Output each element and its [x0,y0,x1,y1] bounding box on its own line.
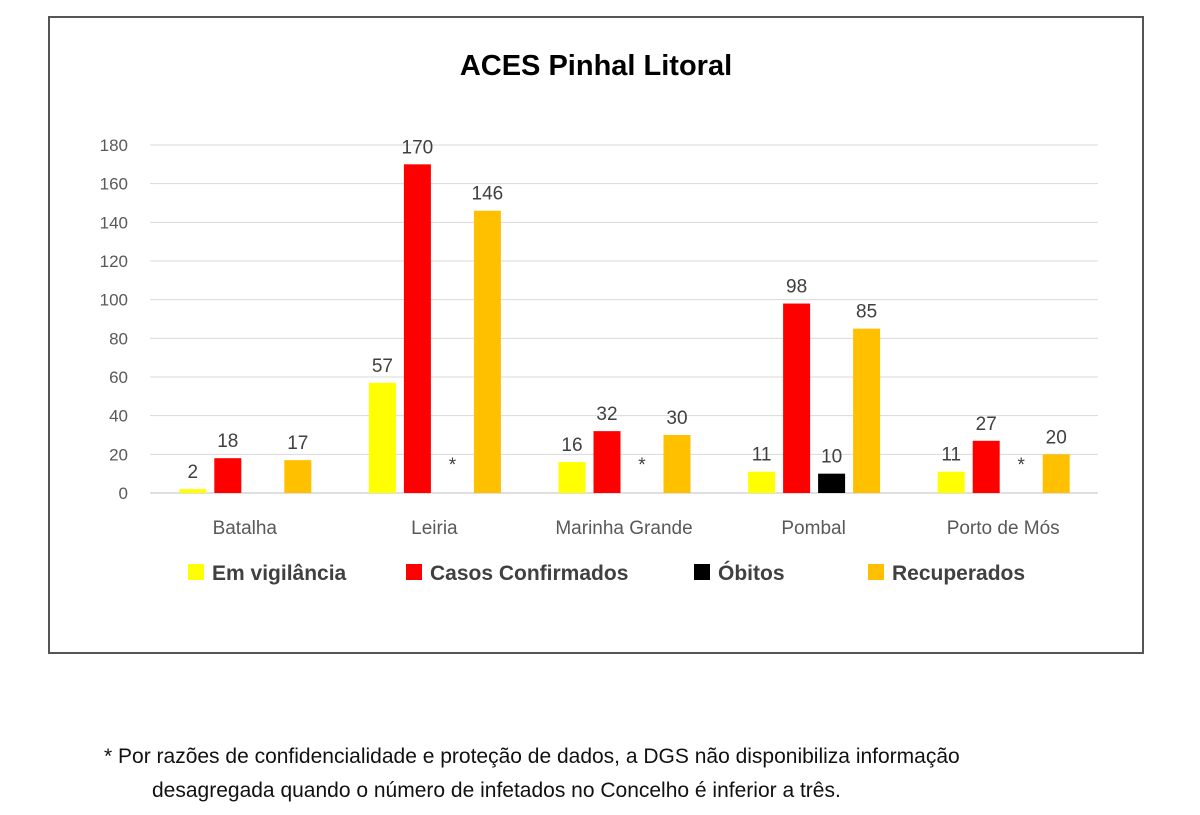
y-tick-label: 120 [100,252,128,271]
x-tick-label: Batalha [213,518,278,539]
data-label: 11 [941,445,961,466]
bar-recuperados [473,210,501,493]
footnote-line-1: * Por razões de confidencialidade e prot… [104,745,960,768]
chart: ACES Pinhal Litoral 0 20 40 60 80 100 120 140 160… [100,50,1098,585]
bar-recuperados [663,435,691,493]
bar-casos-confirmados [783,303,811,493]
data-label: 170 [402,137,434,158]
legend-swatch [868,564,884,580]
data-label: 98 [786,277,807,298]
footnote-line-2: desagregada quando o número de infetados… [152,779,841,802]
bar-em-vigil-ncia [937,471,965,493]
chart-title: ACES Pinhal Litoral [460,50,732,82]
data-label: 16 [561,435,582,456]
data-label: 20 [1046,427,1067,448]
data-label: 2 [188,462,199,483]
bar-casos-confirmados [403,164,431,494]
data-label: 85 [856,302,877,323]
data-label: 18 [217,431,238,452]
data-label-asterisk: * [449,455,457,476]
data-label: 17 [287,433,308,454]
y-tick-label: 20 [109,445,128,464]
y-tick-label: 140 [100,213,128,232]
y-tick-label: 160 [100,175,128,194]
y-tick-label: 100 [100,291,128,310]
bar-recuperados [1042,454,1070,493]
x-tick-label: Leiria [411,518,458,539]
bar--bitos [818,473,846,493]
chart-frame: ACES Pinhal Litoral 0 20 40 60 80 100 120 140 160… [48,16,1144,654]
data-label: 32 [596,404,617,425]
y-tick-label: 80 [109,329,128,348]
data-label: 146 [472,184,504,205]
data-label-asterisk: * [638,455,646,476]
data-label: 27 [976,414,997,435]
y-tick-label: 60 [109,368,128,387]
legend-swatch [188,564,204,580]
x-tick-label: Porto de Mós [947,518,1060,539]
bar-em-vigil-ncia [558,462,586,493]
legend-label: Em vigilância [212,562,347,585]
legend-label: Óbitos [718,561,785,585]
y-tick-label: 40 [109,407,128,426]
bar-recuperados [284,460,312,493]
y-tick-label: 180 [100,136,128,155]
data-label: 30 [666,408,687,429]
bar-recuperados [853,328,881,493]
data-label: 57 [372,356,393,377]
bar-casos-confirmados [593,431,621,493]
legend-swatch [694,564,710,580]
legend-swatch [406,564,422,580]
data-label: 10 [821,447,842,468]
bar-casos-confirmados [972,440,1000,493]
bar-em-vigil-ncia [748,471,776,493]
x-tick-label: Marinha Grande [555,518,692,539]
legend-label: Recuperados [892,562,1025,585]
bar-casos-confirmados [214,458,242,493]
bar-em-vigil-ncia [179,489,207,493]
data-label: 11 [752,445,772,466]
bar-em-vigil-ncia [368,382,396,493]
legend-label: Casos Confirmados [430,562,628,585]
x-tick-label: Pombal [781,518,845,539]
data-label-asterisk: * [1017,455,1025,476]
y-tick-label: 0 [119,484,128,503]
